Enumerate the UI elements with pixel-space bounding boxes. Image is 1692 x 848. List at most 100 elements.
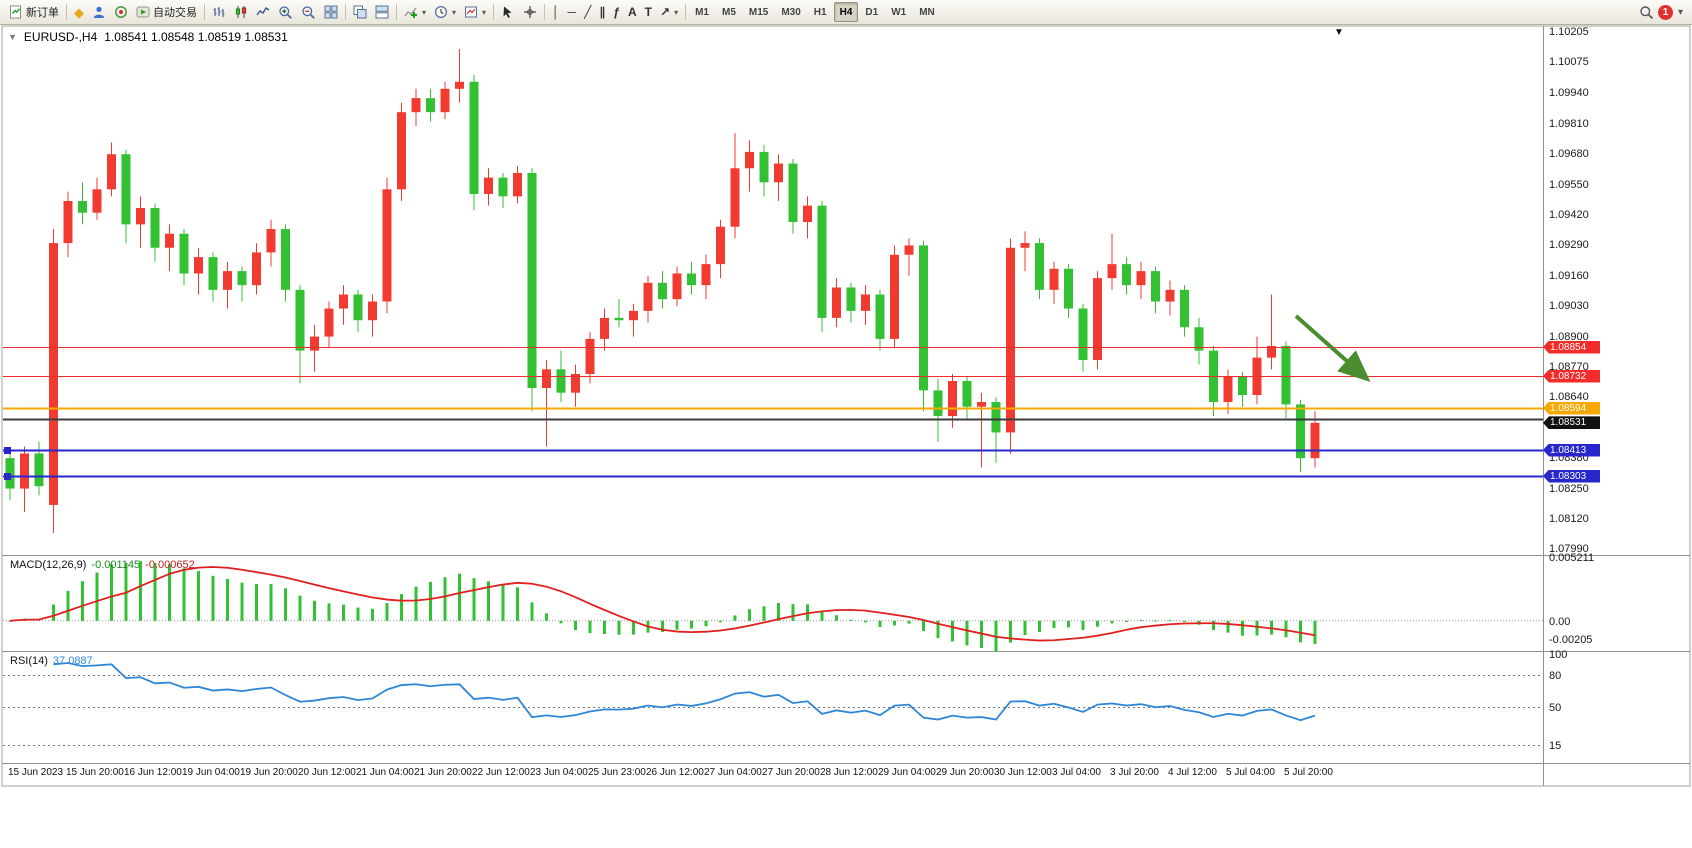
toolbar: 新订单 ◆ 自动交易 bbox=[0, 0, 1692, 25]
time-axis-label: 21 Jun 04:00 bbox=[356, 767, 414, 778]
candle-body bbox=[759, 151, 769, 183]
macd-bar bbox=[1299, 620, 1302, 643]
new-order-button[interactable]: 新订单 bbox=[5, 1, 63, 23]
channel-tool-button[interactable]: ∥ bbox=[595, 1, 609, 23]
time-axis-label: 3 Jul 04:00 bbox=[1052, 767, 1101, 778]
time-axis-label: 19 Jun 04:00 bbox=[182, 767, 240, 778]
green-arrow-annotation[interactable] bbox=[1294, 314, 1371, 382]
quotes-icon: ◆ bbox=[74, 4, 84, 20]
candle-body bbox=[295, 289, 305, 351]
cascade-windows-button[interactable] bbox=[349, 1, 371, 23]
timeframe-d1-button[interactable]: D1 bbox=[865, 6, 879, 18]
candle-body bbox=[1151, 271, 1160, 302]
macd-bar bbox=[226, 578, 229, 621]
candle-body bbox=[774, 163, 783, 183]
horizontal-line-tool-button[interactable]: ─ bbox=[564, 1, 581, 23]
crosshair-icon bbox=[524, 6, 537, 18]
symbol-period-label: EURUSD-,H4 bbox=[23, 30, 98, 44]
macd-bar bbox=[501, 585, 505, 621]
search-button[interactable] bbox=[1635, 1, 1658, 23]
scroll-to-end-marker[interactable]: ▼ bbox=[1334, 27, 1344, 38]
templates-button[interactable]: ▾ bbox=[460, 1, 490, 23]
macd-bar bbox=[255, 584, 258, 621]
macd-bar bbox=[1139, 620, 1143, 622]
macd-bar bbox=[356, 607, 360, 621]
line-chart-button[interactable] bbox=[252, 1, 274, 23]
price-level-badge: 1.08854 bbox=[1543, 340, 1600, 354]
macd-bar bbox=[748, 609, 751, 621]
candle-body bbox=[1296, 404, 1305, 459]
indicators-icon bbox=[404, 7, 417, 18]
crosshair-tool-button[interactable] bbox=[519, 1, 541, 23]
candle-body bbox=[629, 310, 638, 321]
price-axis-label: 1.10075 bbox=[1549, 55, 1589, 68]
candle-body bbox=[672, 273, 682, 300]
candle-body bbox=[513, 172, 522, 197]
macd-bar bbox=[559, 620, 563, 624]
timeframe-mn-button[interactable]: MN bbox=[919, 6, 935, 18]
candle-body bbox=[1238, 376, 1247, 396]
candlestick-button[interactable] bbox=[230, 1, 252, 23]
macd-bar bbox=[1067, 620, 1070, 628]
candle-body bbox=[1093, 278, 1102, 360]
rsi-axis-label: 80 bbox=[1549, 669, 1562, 682]
timeframe-w1-button[interactable]: W1 bbox=[891, 6, 907, 18]
macd-bar bbox=[719, 620, 722, 623]
fibonacci-tool-button[interactable]: ƒ bbox=[609, 1, 624, 23]
timeframe-h1-button[interactable]: H1 bbox=[813, 6, 827, 18]
candle-body bbox=[20, 453, 29, 489]
periods-button[interactable]: ▾ bbox=[430, 1, 460, 23]
candle-body bbox=[948, 381, 957, 417]
candle-body bbox=[165, 233, 174, 248]
timeframe-m30-button[interactable]: M30 bbox=[781, 6, 801, 18]
macd-main-value: -0.001145 bbox=[91, 559, 141, 571]
timeframe-m1-button[interactable]: M1 bbox=[695, 6, 709, 18]
candle-body bbox=[237, 271, 247, 286]
candle-body bbox=[1049, 268, 1059, 290]
toolbar-overflow-button[interactable]: ▾ bbox=[1673, 1, 1687, 23]
zoom-out-button[interactable] bbox=[297, 1, 320, 23]
separator bbox=[345, 4, 346, 20]
vertical-line-tool-button[interactable]: │ bbox=[548, 1, 564, 23]
zoom-in-button[interactable] bbox=[274, 1, 297, 23]
cursor-icon bbox=[503, 6, 512, 18]
line-anchor-handle[interactable] bbox=[4, 447, 11, 454]
candle-body bbox=[78, 200, 87, 213]
timeframe-h4-button[interactable]: H4 bbox=[833, 2, 859, 22]
profile-button[interactable] bbox=[88, 1, 110, 23]
macd-bar bbox=[951, 620, 954, 642]
line-anchor-handle[interactable] bbox=[4, 473, 11, 480]
candle-body bbox=[556, 369, 566, 393]
arrange-windows-button[interactable] bbox=[371, 1, 393, 23]
quotes-button[interactable]: ◆ bbox=[70, 1, 88, 23]
candle-body bbox=[107, 154, 116, 190]
candle-body bbox=[63, 200, 73, 244]
cursor-tool-button[interactable] bbox=[497, 1, 519, 23]
candle-body bbox=[687, 273, 696, 286]
community-button[interactable] bbox=[110, 1, 132, 23]
notification-badge[interactable]: 1 bbox=[1657, 4, 1673, 20]
timeframe-m15-button[interactable]: M15 bbox=[748, 6, 769, 18]
text-tool-button[interactable]: A bbox=[624, 1, 641, 23]
autotrading-button[interactable]: 自动交易 bbox=[132, 1, 201, 23]
macd-bar bbox=[472, 578, 476, 621]
bar-chart-button[interactable] bbox=[208, 1, 230, 23]
text-label-tool-button[interactable]: T bbox=[641, 1, 656, 23]
candle-body bbox=[223, 271, 232, 290]
macd-bar bbox=[1183, 620, 1186, 622]
macd-bar bbox=[704, 620, 708, 627]
indicators-button[interactable]: ▾ bbox=[400, 1, 430, 23]
price-axis-label: 1.09810 bbox=[1549, 117, 1589, 130]
separator bbox=[544, 4, 546, 20]
tile-windows-button[interactable] bbox=[320, 1, 342, 23]
arrows-tool-button[interactable]: ↗ ▾ bbox=[656, 1, 682, 23]
macd-bar bbox=[1168, 619, 1172, 621]
one-click-trading-icon[interactable]: ▼ bbox=[8, 32, 17, 42]
macd-bar bbox=[414, 586, 418, 621]
trendline-tool-button[interactable]: ╱ bbox=[580, 1, 595, 23]
macd-bar bbox=[574, 620, 577, 631]
macd-bar bbox=[1052, 620, 1056, 629]
time-axis-label: 15 Jun 20:00 bbox=[66, 767, 124, 778]
timeframe-m5-button[interactable]: M5 bbox=[721, 6, 736, 18]
